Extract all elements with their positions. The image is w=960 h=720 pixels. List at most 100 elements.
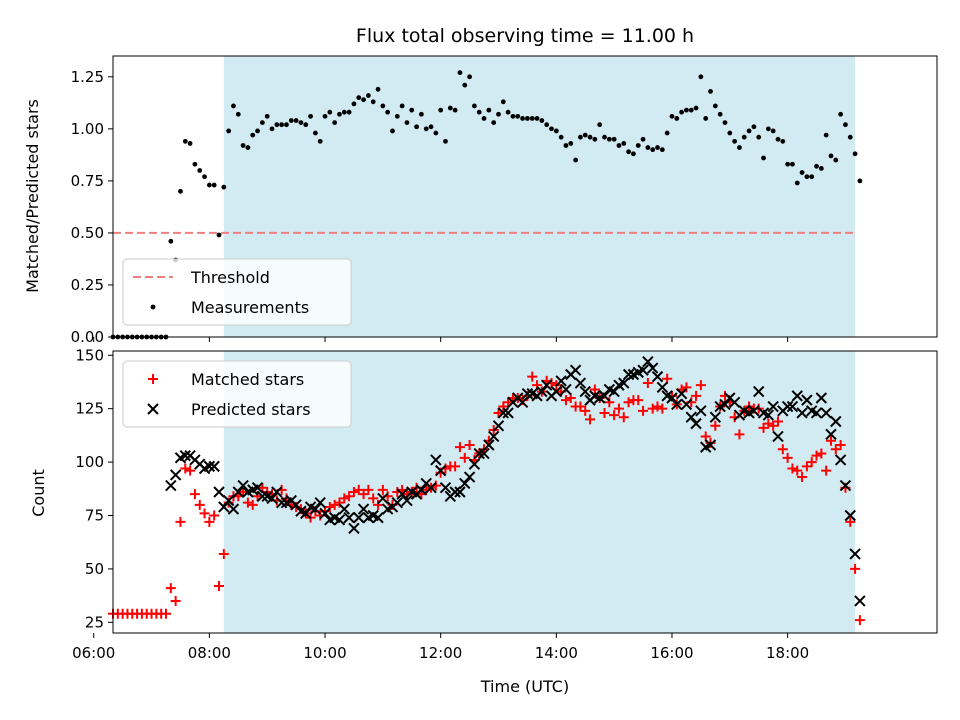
data-point: [322, 113, 328, 119]
data-point: [192, 161, 198, 167]
y-tick-label: 0.00: [71, 328, 104, 346]
data-point: [804, 174, 810, 180]
data-point: [637, 364, 649, 376]
data-point: [555, 375, 567, 387]
data-point: [194, 499, 205, 510]
data-point: [449, 486, 461, 498]
data-point: [761, 155, 766, 161]
data-point: [708, 88, 713, 94]
data-point: [712, 103, 718, 109]
legend-box: [122, 360, 352, 428]
data-point: [647, 403, 658, 414]
data-point: [717, 111, 723, 117]
data-point: [353, 511, 365, 524]
data-point: [211, 182, 217, 188]
data-point: [611, 136, 617, 142]
data-point: [199, 508, 210, 519]
data-point: [324, 501, 335, 512]
data-point: [208, 460, 220, 473]
data-point: [165, 583, 176, 594]
data-point: [450, 461, 461, 472]
data-point: [811, 450, 822, 461]
data-point: [425, 482, 437, 494]
data-point: [728, 396, 741, 408]
data-point: [598, 390, 611, 402]
data-point: [303, 122, 309, 128]
legend-swatch: [150, 304, 156, 310]
data-point: [178, 188, 183, 194]
data-point: [463, 471, 476, 483]
data-point: [279, 122, 285, 128]
data-point: [363, 484, 374, 495]
data-point: [372, 511, 384, 524]
data-point: [838, 111, 844, 117]
data-point: [238, 487, 249, 497]
axes-frame: [112, 55, 938, 338]
data-point: [332, 120, 338, 126]
data-point: [785, 161, 791, 167]
data-point: [578, 134, 583, 140]
data-point: [703, 116, 709, 121]
data-point: [801, 394, 813, 406]
data-point: [642, 378, 653, 389]
data-point: [645, 145, 651, 150]
data-point: [385, 109, 391, 115]
data-point: [252, 491, 263, 502]
data-point: [558, 134, 564, 140]
data-point: [828, 153, 834, 159]
data-point: [569, 364, 582, 376]
data-point: [553, 128, 559, 134]
data-point: [568, 141, 574, 146]
data-point: [622, 368, 635, 381]
data-point: [443, 138, 448, 144]
data-point: [810, 407, 823, 419]
data-point: [341, 109, 347, 115]
data-point: [791, 390, 803, 402]
data-point: [197, 168, 203, 173]
data-point: [737, 145, 742, 150]
data-point: [657, 403, 668, 414]
data-point: [415, 484, 428, 496]
data-point: [404, 120, 410, 126]
data-point: [169, 469, 182, 481]
y-axis-label-bottom: Count: [29, 469, 48, 517]
data-point: [356, 95, 362, 101]
data-point: [396, 488, 408, 500]
data-point: [799, 170, 805, 175]
data-point: [473, 447, 485, 460]
data-point: [521, 388, 534, 400]
data-point: [638, 405, 649, 416]
data-point: [534, 116, 540, 121]
data-point: [847, 134, 853, 140]
data-point: [786, 400, 799, 413]
data-point: [563, 143, 569, 148]
data-point: [361, 97, 366, 103]
data-point: [845, 516, 856, 527]
data-point: [175, 516, 186, 527]
data-point: [428, 124, 434, 130]
x-tick-label: 12:00: [419, 644, 462, 662]
data-point: [481, 116, 487, 121]
data-point: [500, 99, 506, 105]
data-point: [741, 134, 747, 140]
data-point: [695, 380, 706, 391]
legend-swatch: [147, 403, 159, 415]
data-point: [213, 486, 225, 498]
data-point: [679, 109, 685, 115]
data-point: [685, 411, 697, 423]
data-point: [357, 503, 370, 515]
data-point: [222, 494, 235, 507]
data-point: [772, 430, 784, 443]
data-point: [580, 405, 591, 416]
data-point: [319, 507, 331, 520]
data-point: [454, 486, 466, 498]
data-point: [409, 107, 415, 113]
data-point: [351, 101, 357, 107]
data-point: [640, 136, 646, 142]
data-point: [797, 472, 808, 483]
data-point: [476, 109, 482, 115]
legend-label: Measurements: [191, 298, 309, 317]
data-point: [269, 126, 275, 132]
data-point: [221, 184, 227, 190]
axes-frame: [112, 350, 938, 634]
